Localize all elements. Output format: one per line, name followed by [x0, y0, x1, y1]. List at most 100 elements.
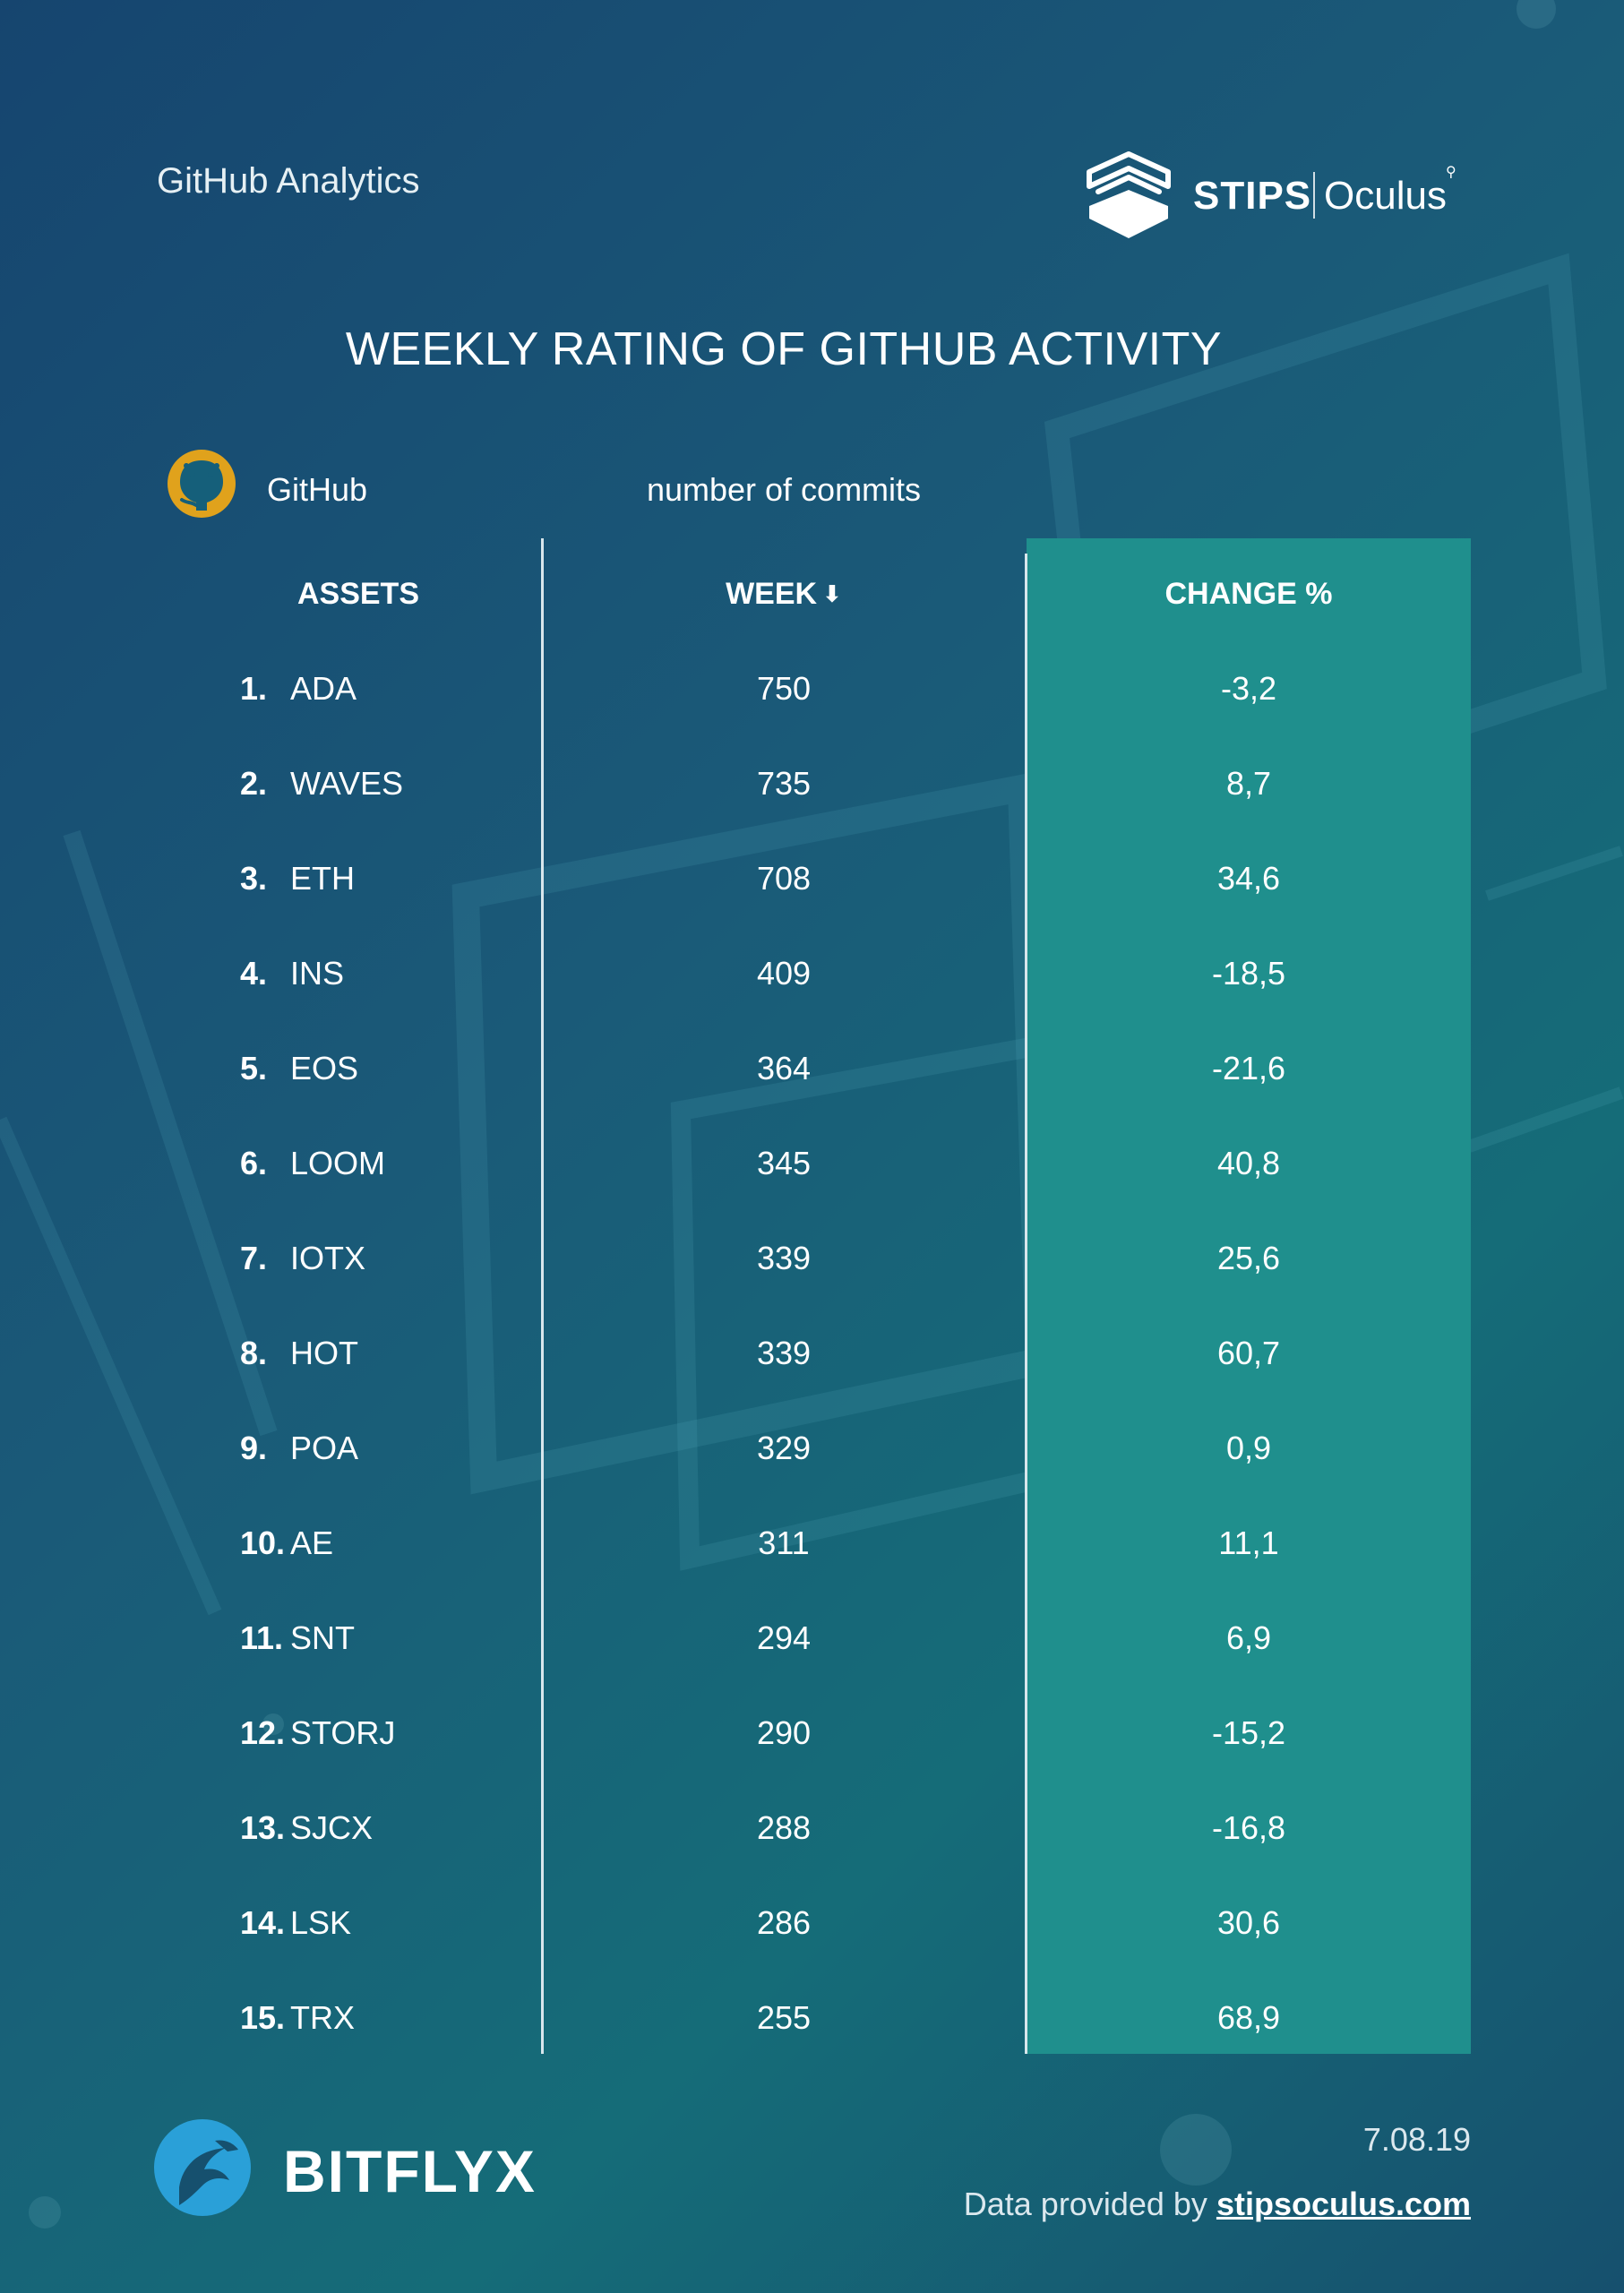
- rank-label: 7.: [240, 1240, 268, 1276]
- stips-stack-icon: [1087, 151, 1171, 238]
- rank-label: 14.: [240, 1904, 286, 1941]
- table-row: 5. EOS 364 -21,6: [0, 1050, 1624, 1104]
- asset-name: SNT: [290, 1619, 355, 1656]
- change-value: -3,2: [1220, 670, 1277, 707]
- week-value: 364: [756, 1050, 812, 1086]
- week-value: 329: [756, 1430, 812, 1466]
- logo-separator: [1313, 172, 1315, 219]
- week-value: 708: [756, 860, 812, 897]
- change-value: 11,1: [1218, 1524, 1279, 1561]
- asset-name: LOOM: [290, 1145, 386, 1181]
- table-row: 2. WAVES 735 8,7: [0, 765, 1624, 819]
- column-header-week[interactable]: WEEK ⬇: [557, 577, 1010, 612]
- table-row: 14. LSK 286 30,6: [0, 1904, 1624, 1958]
- magnifier-icon: ⚲: [1446, 165, 1456, 180]
- table-row: 9. POA 329 0,9: [0, 1430, 1624, 1483]
- source-label: GitHub: [267, 471, 368, 508]
- asset-name: ETH: [290, 860, 355, 897]
- column-header-assets: ASSETS: [296, 577, 420, 611]
- bitflyx-logo: BITFLYX: [152, 2117, 535, 2225]
- credit-prefix: Data provided by: [963, 2186, 1207, 2222]
- asset-name: TRX: [290, 1999, 355, 2036]
- asset-name: IOTX: [290, 1240, 366, 1276]
- metric-label: number of commits: [646, 471, 922, 508]
- rank-label: 5.: [240, 1050, 268, 1086]
- table-row: 1. ADA 750 -3,2: [0, 670, 1624, 724]
- oculus-product-name: Oculus: [1324, 174, 1447, 218]
- bitflyx-eagle-icon: [154, 2119, 251, 2216]
- week-value: 294: [756, 1619, 812, 1656]
- asset-name: STORJ: [290, 1714, 396, 1751]
- rank-label: 10.: [240, 1524, 286, 1561]
- rank-label: 13.: [240, 1809, 286, 1846]
- rank-label: 6.: [240, 1145, 268, 1181]
- rank-label: 9.: [240, 1430, 268, 1466]
- chart-title: WEEKLY RATING OF GITHUB ACTIVITY: [345, 323, 1223, 375]
- change-value: 8,7: [1225, 765, 1272, 802]
- change-value: 6,9: [1225, 1619, 1272, 1656]
- week-value: 311: [758, 1524, 810, 1561]
- github-icon: [168, 450, 236, 518]
- asset-name: LSK: [290, 1904, 352, 1941]
- rank-label: 4.: [240, 955, 268, 992]
- rank-label: 12.: [240, 1714, 286, 1751]
- rank-label: 11.: [240, 1619, 284, 1656]
- table-row: 10. AE 311 11,1: [0, 1524, 1624, 1578]
- stips-oculus-logo: STIPS Oculus ⚲: [1086, 150, 1471, 242]
- table-row: 6. LOOM 345 40,8: [0, 1145, 1624, 1198]
- week-value: 409: [756, 955, 812, 992]
- asset-name: ADA: [290, 670, 357, 707]
- arrow-down-icon: ⬇: [822, 580, 842, 607]
- change-value: -16,8: [1211, 1809, 1286, 1846]
- table-row: 4. INS 409 -18,5: [0, 955, 1624, 1009]
- column-header-week-label: WEEK: [726, 577, 818, 611]
- change-value: -18,5: [1211, 955, 1286, 992]
- bitflyx-brand-name: BITFLYX: [283, 2138, 537, 2204]
- table-row: 15. TRX 255 68,9: [0, 1999, 1624, 2053]
- rank-label: 1.: [240, 670, 268, 707]
- change-value: 30,6: [1216, 1904, 1281, 1941]
- column-divider: [1025, 554, 1027, 2054]
- change-value: 25,6: [1216, 1240, 1281, 1276]
- change-value: 68,9: [1216, 1999, 1281, 2036]
- table-row: 7. IOTX 339 25,6: [0, 1240, 1624, 1293]
- asset-name: AE: [290, 1524, 334, 1561]
- rank-label: 2.: [240, 765, 268, 802]
- column-divider: [541, 538, 544, 2054]
- rank-label: 3.: [240, 860, 268, 897]
- table-row: 12. STORJ 290 -15,2: [0, 1714, 1624, 1768]
- asset-name: HOT: [290, 1335, 358, 1371]
- table-row: 11. SNT 294 6,9: [0, 1619, 1624, 1673]
- rank-label: 8.: [240, 1335, 268, 1371]
- change-value: -15,2: [1211, 1714, 1286, 1751]
- week-value: 288: [756, 1809, 812, 1846]
- week-value: 255: [756, 1999, 812, 2036]
- change-value: 40,8: [1216, 1145, 1281, 1181]
- change-value: 34,6: [1216, 860, 1281, 897]
- table-row: 8. HOT 339 60,7: [0, 1335, 1624, 1388]
- week-value: 290: [756, 1714, 812, 1751]
- asset-name: EOS: [290, 1050, 359, 1086]
- change-value: -21,6: [1211, 1050, 1286, 1086]
- stips-brand-name: STIPS: [1193, 174, 1312, 218]
- week-value: 750: [756, 670, 812, 707]
- table-row: 13. SJCX 288 -16,8: [0, 1809, 1624, 1863]
- week-value: 345: [756, 1145, 812, 1181]
- asset-name: INS: [290, 955, 345, 992]
- asset-name: WAVES: [290, 765, 404, 802]
- rank-label: 15.: [240, 1999, 286, 2036]
- change-column-panel: [1027, 538, 1471, 2054]
- table-row: 3. ETH 708 34,6: [0, 860, 1624, 914]
- data-credit: Data provided by stipsoculus.com: [860, 2186, 1471, 2223]
- report-date: 7.08.19: [1362, 2121, 1471, 2158]
- change-value: 60,7: [1216, 1335, 1281, 1371]
- column-header-change: CHANGE %: [1164, 577, 1333, 611]
- credit-link[interactable]: stipsoculus.com: [1216, 2186, 1471, 2222]
- week-value: 735: [756, 765, 812, 802]
- change-value: 0,9: [1225, 1430, 1272, 1466]
- week-value: 339: [756, 1240, 812, 1276]
- week-value: 339: [756, 1335, 812, 1371]
- week-value: 286: [756, 1904, 812, 1941]
